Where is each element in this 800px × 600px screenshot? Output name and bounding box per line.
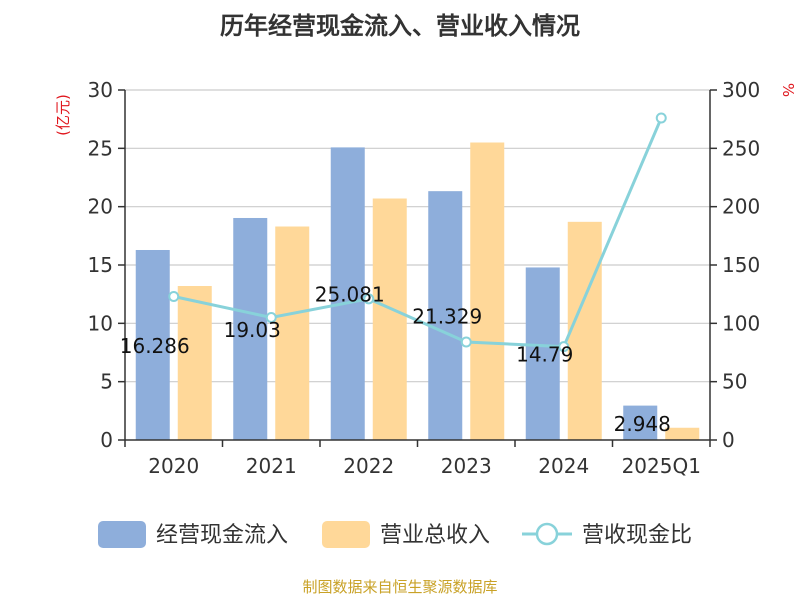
- y-left-tick-label: 5: [100, 370, 113, 394]
- x-tick-label: 2021: [246, 454, 297, 478]
- bar-经营现金流入: [428, 191, 463, 440]
- bar-经营现金流入: [135, 249, 170, 440]
- y-right-tick-label: 50: [722, 370, 747, 394]
- y-left-tick-label: 30: [88, 78, 113, 102]
- legend-marker-swatch: [535, 522, 559, 546]
- y-left-tick-label: 15: [88, 253, 113, 277]
- bar-营业总收入: [372, 198, 407, 440]
- data-label: 2.948: [614, 412, 671, 436]
- y-left-tick-label: 25: [88, 136, 113, 160]
- bar-营业总收入: [177, 286, 212, 440]
- bar-营业总收入: [665, 427, 700, 440]
- data-labels-group: 16.286 19.03 25.081 21.329 14.79 2.948: [120, 283, 671, 436]
- y-left-tick-label: 20: [88, 195, 113, 219]
- bar-经营现金流入: [623, 405, 658, 440]
- legend-swatch-经营现金流入: [98, 521, 146, 548]
- legend-item-经营现金流入[interactable]: 经营现金流入: [98, 521, 288, 548]
- line-point: [655, 112, 667, 124]
- bar-经营现金流入: [525, 267, 560, 440]
- line-营收现金比: [173, 117, 663, 349]
- y-right-tick-label: 250: [722, 136, 760, 160]
- line-point: [363, 293, 375, 305]
- y-right-tick-label: 100: [722, 311, 760, 335]
- y-left-tick-label: 0: [100, 428, 113, 452]
- legend-label-营业总收入: 营业总收入: [380, 523, 490, 548]
- line-point: [168, 291, 180, 302]
- y-right-unit: %: [779, 83, 797, 97]
- bar-营业总收入: [567, 221, 602, 440]
- line-point: [460, 336, 472, 348]
- data-label: 14.79: [516, 343, 573, 367]
- chart-title: 历年经营现金流入、营业收入情况: [220, 12, 580, 40]
- data-label: 16.286: [120, 334, 190, 358]
- legend-item-营收现金比[interactable]: 营收现金比: [522, 522, 692, 548]
- y-left-unit: (亿元): [54, 94, 72, 136]
- bar-营业总收入: [470, 142, 505, 440]
- source-note: 制图数据来自恒生聚源数据库: [302, 578, 497, 596]
- grid-lines: [125, 89, 710, 383]
- y-right-tick-label: 0: [722, 428, 735, 452]
- x-tick-label: 2025Q1: [622, 454, 701, 478]
- line-series-group: [168, 112, 667, 353]
- legend-swatch-营业总收入: [322, 521, 370, 548]
- data-label: 19.03: [224, 318, 281, 342]
- line-point: [265, 312, 277, 323]
- x-tick-label: 2020: [148, 454, 199, 478]
- data-label: 21.329: [412, 305, 482, 329]
- bar-经营现金流入: [330, 147, 365, 440]
- legend-label-经营现金流入: 经营现金流入: [156, 523, 288, 548]
- legend[interactable]: 经营现金流入 营业总收入 营收现金比: [98, 521, 692, 548]
- legend-label-营收现金比: 营收现金比: [582, 523, 692, 548]
- y-right-tick-label: 150: [722, 253, 760, 277]
- bar-经营现金流入: [233, 217, 268, 440]
- x-tick-label: 2024: [538, 454, 589, 478]
- y-left-tick-label: 10: [88, 311, 113, 335]
- bars-group: [135, 142, 700, 440]
- x-tick-label: 2023: [441, 454, 492, 478]
- legend-item-营业总收入[interactable]: 营业总收入: [322, 521, 490, 548]
- bar-营业总收入: [275, 226, 310, 440]
- x-tick-label: 2022: [343, 454, 394, 478]
- y-right-tick-label: 200: [722, 195, 760, 219]
- line-point: [558, 341, 570, 353]
- y-right-tick-label: 300: [722, 78, 760, 102]
- data-label: 25.081: [315, 283, 385, 307]
